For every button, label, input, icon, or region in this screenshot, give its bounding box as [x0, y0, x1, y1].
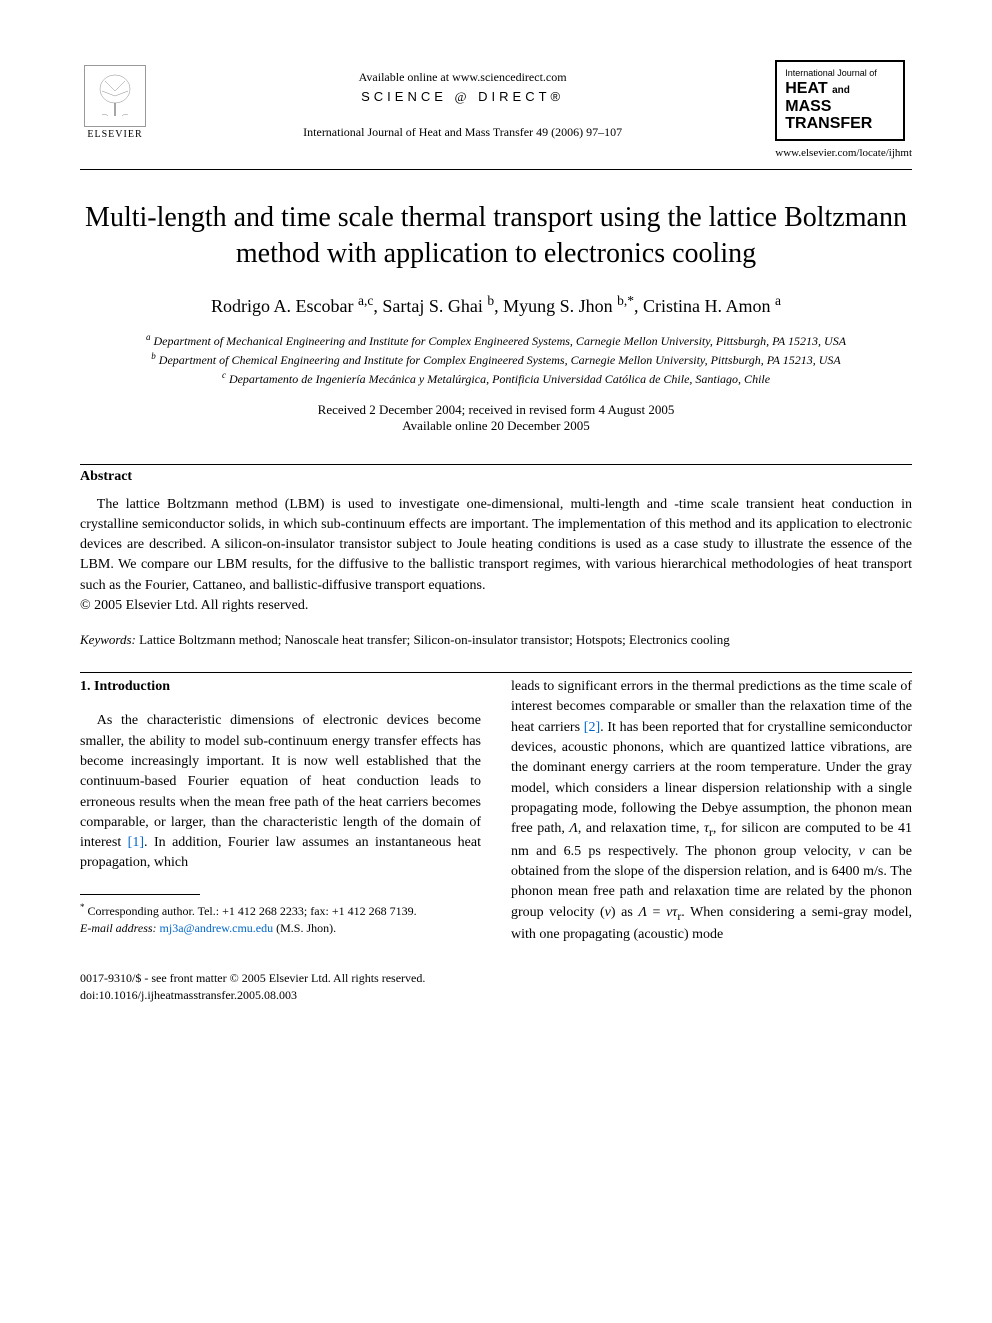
transfer-word: TRANSFER: [785, 115, 872, 132]
science-direct-logo: SCIENCE @ DIRECT®: [150, 89, 775, 105]
journal-page: ELSEVIER Available online at www.science…: [0, 0, 992, 1043]
body-columns: 1. Introduction As the characteristic di…: [80, 677, 912, 946]
issn-line: 0017-9310/$ - see front matter © 2005 El…: [80, 970, 912, 987]
and-word: and: [832, 85, 850, 96]
keywords-label: Keywords:: [80, 632, 136, 647]
left-column: 1. Introduction As the characteristic di…: [80, 677, 481, 946]
intro-para-left: As the characteristic dimensions of elec…: [80, 711, 481, 873]
elsevier-tree-icon: [84, 65, 146, 127]
corresponding-text: Corresponding author. Tel.: +1 412 268 2…: [88, 904, 417, 918]
email-footnote: E-mail address: mj3a@andrew.cmu.edu (M.S…: [80, 920, 481, 937]
available-online-text: Available online at www.sciencedirect.co…: [150, 70, 775, 85]
affiliation-a: a Department of Mechanical Engineering a…: [80, 331, 912, 350]
affiliation-c: c Departamento de Ingeniería Mecánica y …: [80, 369, 912, 388]
intro-para-right: leads to significant errors in the therm…: [511, 677, 912, 946]
at-symbol-icon: @: [455, 89, 471, 104]
right-column: leads to significant errors in the therm…: [511, 677, 912, 946]
corresponding-author-footnote: * Corresponding author. Tel.: +1 412 268…: [80, 901, 481, 920]
journal-logo: International Journal of HEAT and MASS T…: [775, 60, 905, 141]
mass-word: MASS: [785, 98, 831, 115]
affiliation-b: b Department of Chemical Engineering and…: [80, 350, 912, 369]
abstract-heading: Abstract: [80, 469, 912, 485]
dates-block: Received 2 December 2004; received in re…: [80, 402, 912, 434]
abstract-bottom-rule: [80, 672, 912, 673]
article-title: Multi-length and time scale thermal tran…: [80, 200, 912, 273]
journal-logo-main: HEAT and MASS TRANSFER: [785, 80, 895, 133]
journal-logo-top: International Journal of: [785, 68, 895, 78]
email-label: E-mail address:: [80, 921, 157, 935]
keywords-text: Lattice Boltzmann method; Nanoscale heat…: [136, 632, 730, 647]
keywords-line: Keywords: Lattice Boltzmann method; Nano…: [80, 632, 912, 648]
direct-text: DIRECT®: [478, 89, 564, 104]
available-date: Available online 20 December 2005: [80, 418, 912, 434]
journal-reference: International Journal of Heat and Mass T…: [150, 125, 775, 140]
authors-line: Rodrigo A. Escobar a,c, Sartaj S. Ghai b…: [80, 293, 912, 317]
elsevier-label: ELSEVIER: [87, 129, 142, 140]
header-rule: [80, 169, 912, 170]
affiliations: a Department of Mechanical Engineering a…: [80, 331, 912, 388]
elsevier-logo: ELSEVIER: [80, 60, 150, 140]
heat-word: HEAT: [785, 80, 827, 97]
center-header: Available online at www.sciencedirect.co…: [150, 60, 775, 140]
header-row: ELSEVIER Available online at www.science…: [80, 60, 912, 159]
footer-info: 0017-9310/$ - see front matter © 2005 El…: [80, 970, 912, 1004]
email-suffix: (M.S. Jhon).: [273, 921, 336, 935]
received-date: Received 2 December 2004; received in re…: [80, 402, 912, 418]
science-direct-text: SCIENCE: [361, 89, 447, 104]
doi-line: doi:10.1016/j.ijheatmasstransfer.2005.08…: [80, 987, 912, 1004]
intro-heading: 1. Introduction: [80, 677, 481, 697]
footnote-separator: [80, 894, 200, 895]
citation-link-2[interactable]: [2]: [584, 720, 600, 735]
abstract-text: The lattice Boltzmann method (LBM) is us…: [80, 495, 912, 596]
journal-brand-block: International Journal of HEAT and MASS T…: [775, 60, 912, 159]
abstract-top-rule: [80, 464, 912, 465]
journal-url: www.elsevier.com/locate/ijhmt: [775, 147, 912, 159]
email-link[interactable]: mj3a@andrew.cmu.edu: [160, 921, 274, 935]
abstract-copyright: © 2005 Elsevier Ltd. All rights reserved…: [80, 598, 912, 614]
citation-link-1[interactable]: [1]: [128, 835, 144, 850]
